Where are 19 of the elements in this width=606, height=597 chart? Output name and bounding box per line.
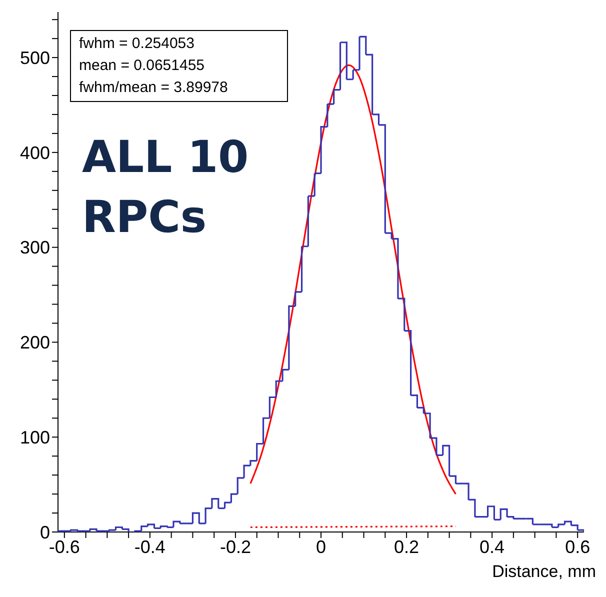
y-tick-label: 200 <box>20 332 50 353</box>
x-tick-label: -0.4 <box>134 536 166 557</box>
y-tick-label: 0 <box>40 522 50 542</box>
x-tick-label: 0.6 <box>565 536 590 557</box>
y-tick-label: 300 <box>20 238 50 258</box>
annotation: ALL 10 RPCs <box>82 131 250 245</box>
x-tick-label: 0.2 <box>394 536 420 557</box>
y-tick-label: 100 <box>20 428 50 448</box>
x-tick-label: -0.2 <box>220 536 251 557</box>
y-tick-label: 500 <box>20 48 50 68</box>
x-axis-title: Distance, mm <box>492 562 596 582</box>
x-tick-label: 0 <box>316 536 326 557</box>
line-series <box>250 64 457 495</box>
annotation: fwhm/mean = 3.89978 <box>79 78 229 98</box>
x-tick-label: 0.4 <box>480 536 505 557</box>
y-tick-label: 400 <box>20 142 50 163</box>
annotation: fwhm = 0.254053 <box>79 34 196 54</box>
annotation: mean = 0.0651455 <box>79 56 206 76</box>
x-tick-label: -0.6 <box>48 536 80 557</box>
